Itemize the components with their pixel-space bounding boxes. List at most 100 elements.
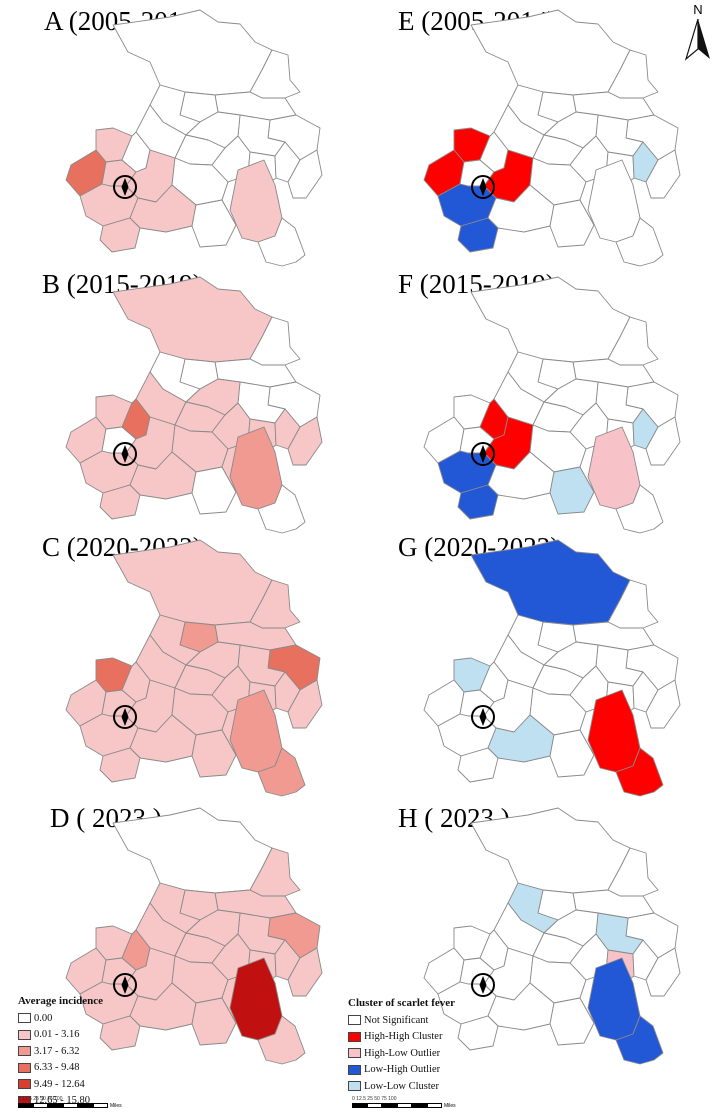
district-x7	[257, 747, 306, 797]
scale-ticks: 0 12.5 25 50 75 100	[352, 1096, 397, 1102]
legend-swatch	[18, 1079, 31, 1090]
district-d6	[457, 747, 499, 783]
district-dNW	[470, 9, 631, 96]
legend-swatch	[18, 1046, 31, 1057]
district-x7	[257, 484, 306, 534]
district-x3	[645, 149, 681, 199]
legend-label: 0.01 - 3.16	[34, 1029, 80, 1041]
legend-label: High-High Cluster	[364, 1031, 443, 1043]
legend-swatch	[348, 1064, 361, 1075]
city-centre-marker-icon	[471, 442, 495, 466]
legend-swatch	[348, 1081, 361, 1092]
legend-label: 3.17 - 6.32	[34, 1045, 80, 1057]
district-x3	[287, 416, 323, 466]
legend-swatch	[18, 1029, 31, 1040]
legend-item: 0.01 - 3.16	[18, 1027, 198, 1044]
legend-items: Not Significant High-High Cluster High-Low…	[348, 1012, 548, 1095]
map-panel-a: A (2005-2014)	[0, 0, 358, 268]
legend-item: High-High Cluster	[348, 1029, 548, 1046]
legend-label: 9.49 - 12.64	[34, 1078, 85, 1090]
legend-item: Not Significant	[348, 1012, 548, 1029]
district-d6	[99, 484, 141, 520]
map-panel-f: F (2015-2019)	[358, 267, 716, 535]
district-x7	[615, 484, 664, 534]
district-x3	[287, 149, 323, 199]
district-x7	[615, 747, 664, 797]
legend-swatch	[18, 1062, 31, 1073]
district-x7	[615, 1015, 664, 1065]
scale-ticks: 0 12.5 25 50 75 100	[18, 1096, 63, 1102]
map-panel-g: G (2020-2022)	[358, 530, 716, 798]
legend-swatch	[348, 1031, 361, 1042]
legend-label: 6.33 - 9.48	[34, 1062, 80, 1074]
district-x7	[615, 217, 664, 267]
district-dNW	[112, 9, 273, 96]
district-map	[423, 807, 681, 1065]
incidence-legend: Average incidence 0.00 0.01 - 3.16 3.17 - …	[18, 995, 198, 1109]
legend-swatch	[348, 1048, 361, 1059]
district-dNW	[470, 807, 631, 894]
legend-item: 0.00	[18, 1010, 198, 1027]
district-dNW	[112, 276, 273, 363]
district-dNW	[112, 539, 273, 626]
scale-bar: 0 12.5 25 50 75 100 Miles	[18, 1096, 122, 1109]
city-centre-marker-icon	[471, 175, 495, 199]
legend-title: Cluster of scarlet fever	[348, 997, 455, 1009]
district-d6	[99, 747, 141, 783]
district-map	[65, 9, 323, 267]
scale-unit: Miles	[110, 1103, 122, 1109]
district-x3	[645, 416, 681, 466]
district-x3	[645, 679, 681, 729]
legend-item: 3.17 - 6.32	[18, 1043, 198, 1060]
north-arrow-icon	[684, 18, 710, 61]
map-panel-d: D ( 2023 )	[0, 798, 358, 1066]
district-d6	[457, 1015, 499, 1051]
district-d6	[457, 217, 499, 253]
legend-label: Not Significant	[364, 1014, 429, 1026]
city-centre-marker-icon	[471, 973, 495, 997]
legend-items: 0.00 0.01 - 3.16 3.17 - 6.32 6.33 - 9.48 9.4…	[18, 1010, 198, 1109]
legend-label: Low-Low Cluster	[364, 1080, 439, 1092]
map-panel-c: C (2020-2022)	[0, 530, 358, 798]
legend-swatch	[348, 1015, 361, 1026]
legend-title: Average incidence	[18, 995, 104, 1007]
district-map	[65, 276, 323, 534]
district-dNW	[470, 539, 631, 626]
city-centre-marker-icon	[113, 705, 137, 729]
map-panel-e: E (2005-2014)	[358, 0, 716, 268]
district-x7	[257, 217, 306, 267]
legend-item: Low-High Outlier	[348, 1062, 548, 1079]
scale-bar: 0 12.5 25 50 75 100 Miles	[352, 1096, 456, 1109]
district-map	[65, 539, 323, 797]
district-map	[65, 807, 323, 1065]
city-centre-marker-icon	[471, 705, 495, 729]
legend-label: High-Low Outlier	[364, 1047, 441, 1059]
district-map	[423, 9, 681, 267]
city-centre-marker-icon	[113, 442, 137, 466]
legend-label: 0.00	[34, 1012, 53, 1024]
cluster-legend: Cluster of scarlet fever Not Significant…	[348, 997, 548, 1095]
district-x3	[287, 679, 323, 729]
legend-label: 12.65 - 15.80	[34, 1095, 90, 1107]
district-d6	[457, 484, 499, 520]
north-label: N	[693, 2, 703, 17]
district-dNW	[470, 276, 631, 363]
district-x3	[287, 947, 323, 997]
district-d6	[99, 217, 141, 253]
legend-item: 6.33 - 9.48	[18, 1060, 198, 1077]
map-panel-h: H ( 2023 )	[358, 798, 716, 1066]
map-panel-b: B (2015-2019)	[0, 267, 358, 535]
north-arrow: N	[683, 2, 713, 64]
district-x7	[257, 1015, 306, 1065]
legend-swatch	[18, 1013, 31, 1024]
district-dNW	[112, 807, 273, 894]
city-centre-marker-icon	[113, 175, 137, 199]
legend-label: Low-High Outlier	[364, 1064, 441, 1076]
legend-item: High-Low Outlier	[348, 1045, 548, 1062]
district-x3	[645, 947, 681, 997]
scale-unit: Miles	[444, 1103, 456, 1109]
district-d6	[99, 1015, 141, 1051]
district-map	[423, 276, 681, 534]
legend-item: Low-Low Cluster	[348, 1078, 548, 1095]
city-centre-marker-icon	[113, 973, 137, 997]
